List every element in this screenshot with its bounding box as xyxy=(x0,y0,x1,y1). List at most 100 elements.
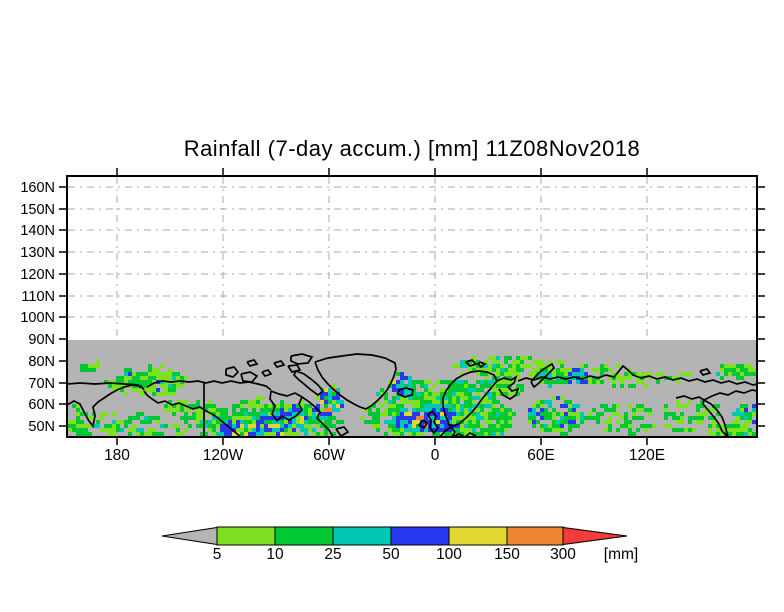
rain-cell xyxy=(336,400,344,404)
rain-cell xyxy=(740,424,748,428)
rain-cell xyxy=(624,416,628,420)
coastline-path xyxy=(699,368,712,376)
rain-cell xyxy=(640,372,644,376)
rain-cell xyxy=(540,412,544,416)
rain-cell xyxy=(248,404,256,408)
rain-cell xyxy=(456,408,460,412)
rain-cell xyxy=(520,364,528,368)
rain-cell xyxy=(400,424,404,428)
rain-cell xyxy=(192,404,200,408)
rain-cell xyxy=(416,416,424,420)
rain-cell xyxy=(740,432,744,436)
rain-cell xyxy=(424,396,432,400)
rain-cell xyxy=(616,412,620,416)
rain-cell xyxy=(244,444,248,448)
lon-tick-label: 120W xyxy=(203,447,244,464)
rain-cell xyxy=(560,416,564,420)
rain-cell xyxy=(744,416,748,420)
rain-cell xyxy=(736,412,744,416)
rain-cell xyxy=(508,380,516,384)
rain-cell xyxy=(280,420,284,424)
rain-cell xyxy=(244,412,248,416)
rain-cell xyxy=(132,376,136,380)
rain-cell xyxy=(644,384,648,388)
rain-cell xyxy=(492,404,496,408)
rain-cell xyxy=(484,404,492,408)
rain-cell xyxy=(740,368,748,372)
rain-cell xyxy=(172,404,176,408)
rain-cell xyxy=(460,360,464,364)
rain-cell xyxy=(760,420,764,424)
rain-cell xyxy=(480,400,488,404)
rain-cell xyxy=(324,408,332,412)
rain-cell xyxy=(104,412,108,416)
colorbar-segment xyxy=(216,526,276,546)
rain-cell xyxy=(336,404,340,408)
rain-cell xyxy=(400,428,404,432)
rain-cell xyxy=(440,424,444,428)
rain-cell xyxy=(516,384,524,388)
rain-cell xyxy=(236,440,244,444)
rain-cell xyxy=(420,396,424,400)
rain-cell xyxy=(396,396,400,400)
rain-cell xyxy=(744,420,748,424)
rain-cell xyxy=(396,372,400,376)
rain-cell xyxy=(612,384,616,388)
rain-cell xyxy=(456,428,460,432)
rain-cell xyxy=(436,404,440,408)
rain-cell xyxy=(456,384,460,388)
rain-cell xyxy=(464,408,468,412)
rain-cell xyxy=(564,412,568,416)
rain-cell xyxy=(264,424,268,428)
rain-cell xyxy=(476,368,484,372)
coastline-path xyxy=(442,370,499,427)
rain-cell xyxy=(460,372,464,376)
rain-cell xyxy=(552,380,560,384)
rain-cell xyxy=(276,440,280,444)
rain-cell xyxy=(184,412,188,416)
rain-cell xyxy=(144,416,148,420)
rain-cell xyxy=(576,368,580,372)
rain-cell xyxy=(556,368,560,372)
rain-cell xyxy=(452,396,456,400)
rain-cell xyxy=(540,404,544,408)
rain-cell xyxy=(296,416,300,420)
rain-cell xyxy=(424,400,428,404)
rain-cell xyxy=(164,392,168,396)
rain-cell xyxy=(560,432,564,436)
rain-cell xyxy=(612,372,616,376)
rain-cell xyxy=(104,428,108,432)
rain-cell xyxy=(556,360,564,364)
rain-cell xyxy=(332,396,340,400)
rain-cell xyxy=(76,428,80,432)
rain-cell xyxy=(552,424,556,428)
rain-cell xyxy=(272,420,276,424)
rain-cell xyxy=(276,424,280,428)
rain-cell xyxy=(480,388,484,392)
rain-cell xyxy=(156,388,160,392)
rain-cell xyxy=(124,376,128,380)
rain-cell xyxy=(456,412,460,416)
rain-cell xyxy=(500,404,504,408)
rain-cell xyxy=(528,416,532,420)
rain-cell xyxy=(484,372,488,376)
colorbar-level-label: 10 xyxy=(266,546,284,563)
rain-cell xyxy=(728,432,732,436)
rain-cell xyxy=(576,372,584,376)
rain-cell xyxy=(228,416,232,420)
rain-cell xyxy=(560,428,564,432)
rain-cell xyxy=(324,412,332,416)
rain-cell xyxy=(428,412,436,416)
rain-cell xyxy=(180,432,184,436)
rain-cell xyxy=(276,404,280,408)
rain-cell xyxy=(400,420,408,424)
rain-cell xyxy=(636,376,640,380)
rain-cell xyxy=(88,364,92,368)
rain-cell xyxy=(564,400,572,404)
rain-cell xyxy=(440,420,448,424)
rain-cell xyxy=(260,416,264,420)
rain-cell xyxy=(472,400,476,404)
rain-cell xyxy=(736,376,744,380)
rain-cell xyxy=(492,428,496,432)
rain-cell xyxy=(612,404,616,408)
